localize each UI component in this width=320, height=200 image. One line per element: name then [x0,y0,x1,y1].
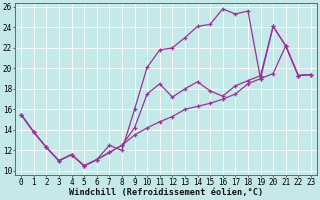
X-axis label: Windchill (Refroidissement éolien,°C): Windchill (Refroidissement éolien,°C) [69,188,263,197]
